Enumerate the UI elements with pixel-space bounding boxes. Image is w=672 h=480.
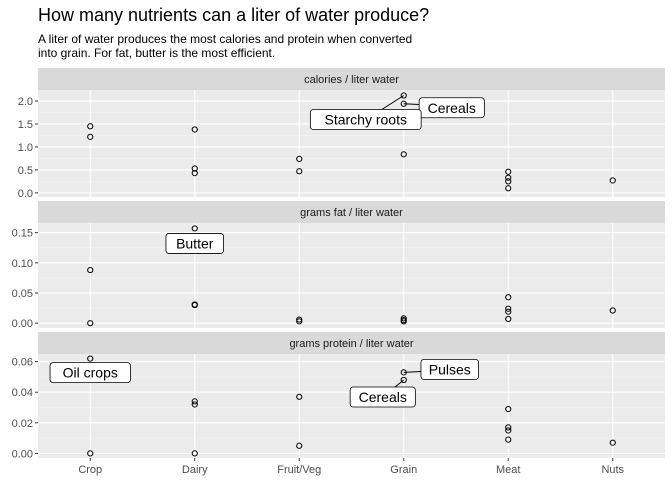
annotation-box <box>349 386 416 408</box>
data-point <box>505 405 512 413</box>
data-point <box>191 126 198 133</box>
data-point <box>191 225 198 232</box>
data-point <box>400 92 407 99</box>
annotation-box <box>418 97 485 119</box>
facet-strip-label: grams protein / liter water <box>289 338 413 350</box>
data-point <box>505 168 512 175</box>
data-point <box>400 315 407 322</box>
facet-strip <box>38 201 665 223</box>
data-point <box>296 168 303 175</box>
y-tick-label: 0.02 <box>12 418 33 430</box>
data-point <box>296 393 303 400</box>
x-tick-label: Nuts <box>601 464 624 476</box>
annotation-box <box>165 233 224 254</box>
annotation-box <box>49 362 131 383</box>
y-tick-label: 2.0 <box>18 96 33 108</box>
y-tick-label: 0.04 <box>12 387 33 399</box>
x-tick-label: Crop <box>78 464 102 476</box>
data-point <box>609 307 616 314</box>
data-point <box>505 427 512 434</box>
data-point <box>191 165 198 172</box>
data-point <box>87 133 94 140</box>
annotation-box <box>420 358 479 380</box>
data-point <box>87 320 94 327</box>
annotation-label: Starchy roots <box>325 112 407 128</box>
panel-background <box>38 223 665 328</box>
data-point <box>505 174 512 181</box>
x-tick-label: Dairy <box>182 464 208 476</box>
data-point <box>505 178 512 185</box>
data-point <box>87 123 94 130</box>
y-tick-label: 0.06 <box>12 357 33 369</box>
data-point <box>191 301 198 309</box>
data-point <box>609 177 616 184</box>
facet-strip <box>38 332 665 354</box>
data-point <box>505 308 512 315</box>
data-point <box>400 376 407 384</box>
annotation-label: Oil crops <box>63 365 118 381</box>
panel-background <box>38 90 665 197</box>
y-tick-label: 0.10 <box>12 258 33 270</box>
facet-panel-1: calories / liter water 0.0 0.5 1.0 1.5 2.0 Cer… <box>18 68 665 200</box>
facet-strip-label: grams fat / liter water <box>300 207 403 219</box>
annotation-label: Cereals <box>359 389 407 405</box>
y-tick-label: 0.05 <box>12 288 33 300</box>
data-point <box>505 424 512 431</box>
data-point <box>191 401 198 408</box>
chart-subtitle: A liter of water produces the most calor… <box>38 32 478 60</box>
facet-panel-2: grams fat / liter water 0.00 0.05 0.10 0.15 B… <box>12 201 665 330</box>
data-point <box>505 305 512 312</box>
x-tick-label: Meat <box>496 464 520 476</box>
data-point <box>87 266 94 274</box>
y-tick-label: 0.15 <box>12 228 33 240</box>
facet-strip <box>38 68 665 90</box>
data-point <box>400 318 407 325</box>
chart-title: How many nutrients can a liter of water … <box>38 5 430 25</box>
data-point <box>505 185 512 192</box>
facet-panel-3: grams protein / liter water 0.00 0.02 0.04 0… <box>12 332 665 460</box>
annotation-box <box>309 109 422 130</box>
y-tick-label: 0.00 <box>12 448 33 460</box>
x-tick-label: Fruit/Veg <box>277 464 321 476</box>
data-point <box>609 439 616 446</box>
data-point <box>505 315 512 323</box>
data-point <box>296 442 303 449</box>
data-point <box>87 450 94 457</box>
x-tick-label: Grain <box>390 464 417 476</box>
y-tick-label: 1.0 <box>18 142 33 154</box>
data-point <box>191 398 198 405</box>
subtitle-line-2: into grain. For fat, butter is the most … <box>38 46 276 60</box>
data-point <box>296 318 303 325</box>
data-point <box>505 436 512 443</box>
facet-strip-label: calories / liter water <box>304 74 399 86</box>
y-tick-label: 0.0 <box>18 188 33 200</box>
data-point <box>296 316 303 323</box>
subtitle-line-1: A liter of water produces the most calor… <box>38 32 413 46</box>
data-point <box>296 155 303 162</box>
y-tick-label: 0.00 <box>12 318 33 330</box>
annotation-leader-line <box>381 95 405 110</box>
data-point <box>400 151 407 158</box>
annotation-leader-line <box>403 370 424 373</box>
data-point <box>87 355 94 362</box>
y-tick-label: 0.5 <box>18 165 33 177</box>
annotation-label: Butter <box>176 235 214 251</box>
data-point <box>505 294 512 301</box>
data-point <box>191 170 198 177</box>
annotation-label: Cereals <box>428 100 476 116</box>
data-point <box>191 450 198 457</box>
y-tick-label: 1.5 <box>18 119 33 131</box>
annotation-label: Pulses <box>429 361 471 377</box>
